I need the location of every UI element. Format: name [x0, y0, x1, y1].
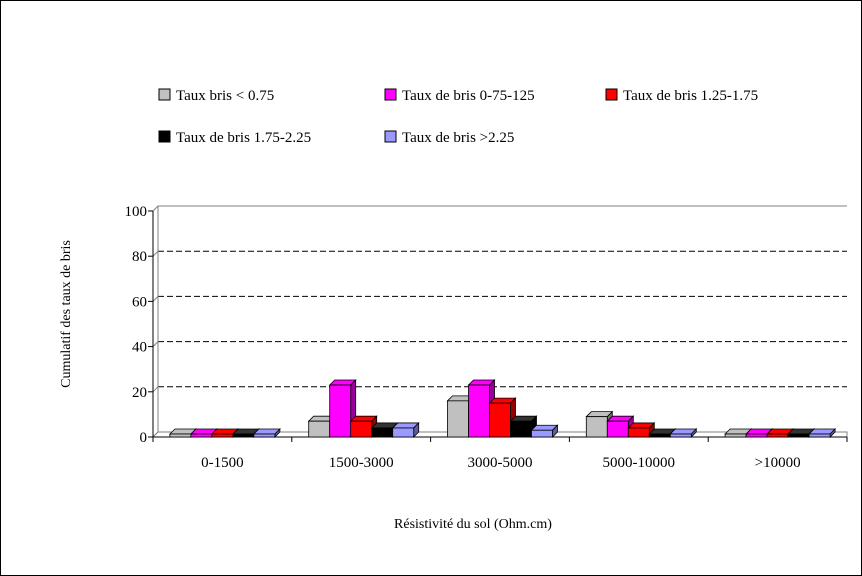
- bars: [168, 379, 837, 438]
- bar-front: [253, 433, 276, 438]
- bar-front: [371, 427, 394, 438]
- bar: [530, 424, 559, 438]
- y-tick-label: 0: [140, 430, 148, 446]
- x-tick-label: >10000: [755, 455, 801, 471]
- y-tick-label: 20: [132, 385, 147, 401]
- y-tick-labels: 0 20 40 60 80 100: [125, 204, 148, 446]
- bar-front: [627, 427, 650, 438]
- legend-item: Taux de bris 1.25-1.75: [605, 88, 758, 104]
- gridline-depth: [152, 341, 159, 347]
- bar-front: [510, 420, 532, 438]
- bar-front: [606, 420, 629, 438]
- bar-front: [648, 433, 671, 438]
- legend-swatch: [384, 130, 397, 143]
- y-tick-label: 40: [132, 340, 147, 356]
- bar-front: [392, 427, 415, 438]
- gridline-depth: [152, 205, 159, 212]
- y-tick-label: 80: [132, 249, 147, 265]
- legend-swatch: [605, 88, 618, 101]
- legend-item: Taux de bris 0-75-125: [384, 88, 535, 104]
- bar-front: [350, 420, 373, 438]
- x-axis-label: Résistivité du sol (Ohm.cm): [394, 517, 552, 532]
- bar-front: [447, 400, 469, 438]
- gridline-depth: [152, 250, 159, 257]
- y-tick-label: 100: [125, 204, 148, 220]
- gridline-depth: [152, 296, 159, 302]
- bar-front: [169, 433, 192, 438]
- bar-front: [190, 433, 213, 438]
- bar-front: [585, 416, 608, 438]
- bar-front: [468, 384, 490, 438]
- bar-front: [329, 384, 352, 438]
- bar-front: [531, 429, 553, 438]
- x-tick-labels: 0-1500 1500-3000 3000-5000 5000-10000 >10000: [201, 455, 800, 471]
- legend: Taux bris < 0.75 Taux de bris 0-75-125 Tau…: [158, 88, 758, 146]
- x-tick-label: 3000-5000: [468, 455, 533, 471]
- legend-label: Taux de bris 0-75-125: [402, 88, 535, 104]
- x-tick-label: 1500-3000: [329, 455, 394, 471]
- legend-label: Taux de bris 1.75-2.25: [176, 130, 311, 146]
- bar-front: [724, 433, 747, 438]
- bar: [252, 428, 281, 438]
- x-tick-label: 5000-10000: [603, 455, 676, 471]
- gridline-depth: [152, 386, 159, 393]
- bar-front: [766, 433, 789, 438]
- bar-front: [211, 433, 234, 438]
- bar-front: [745, 433, 768, 438]
- y-tick-label: 60: [132, 294, 147, 310]
- legend-item: Taux de bris 1.75-2.25: [158, 130, 311, 146]
- legend-item: Taux de bris >2.25: [384, 130, 514, 146]
- bar: [391, 421, 420, 438]
- y-axis-label: Cumulatif des taux de bris: [59, 240, 74, 388]
- legend-swatch: [384, 88, 397, 101]
- bar-front: [808, 433, 831, 438]
- gridlines: [152, 205, 847, 393]
- x-tick-label: 0-1500: [201, 455, 244, 471]
- bar: [808, 428, 837, 438]
- legend-item: Taux bris < 0.75: [158, 88, 274, 104]
- legend-swatch: [158, 88, 171, 101]
- bar-front: [787, 433, 810, 438]
- bar: [669, 428, 698, 438]
- bar-front: [669, 433, 692, 438]
- legend-swatch: [158, 130, 171, 143]
- bar-front: [232, 433, 255, 438]
- legend-label: Taux de bris 1.25-1.75: [623, 88, 758, 104]
- legend-label: Taux bris < 0.75: [176, 88, 274, 104]
- legend-label: Taux de bris >2.25: [402, 130, 514, 146]
- bar-front: [308, 420, 331, 438]
- bar-front: [489, 402, 511, 438]
